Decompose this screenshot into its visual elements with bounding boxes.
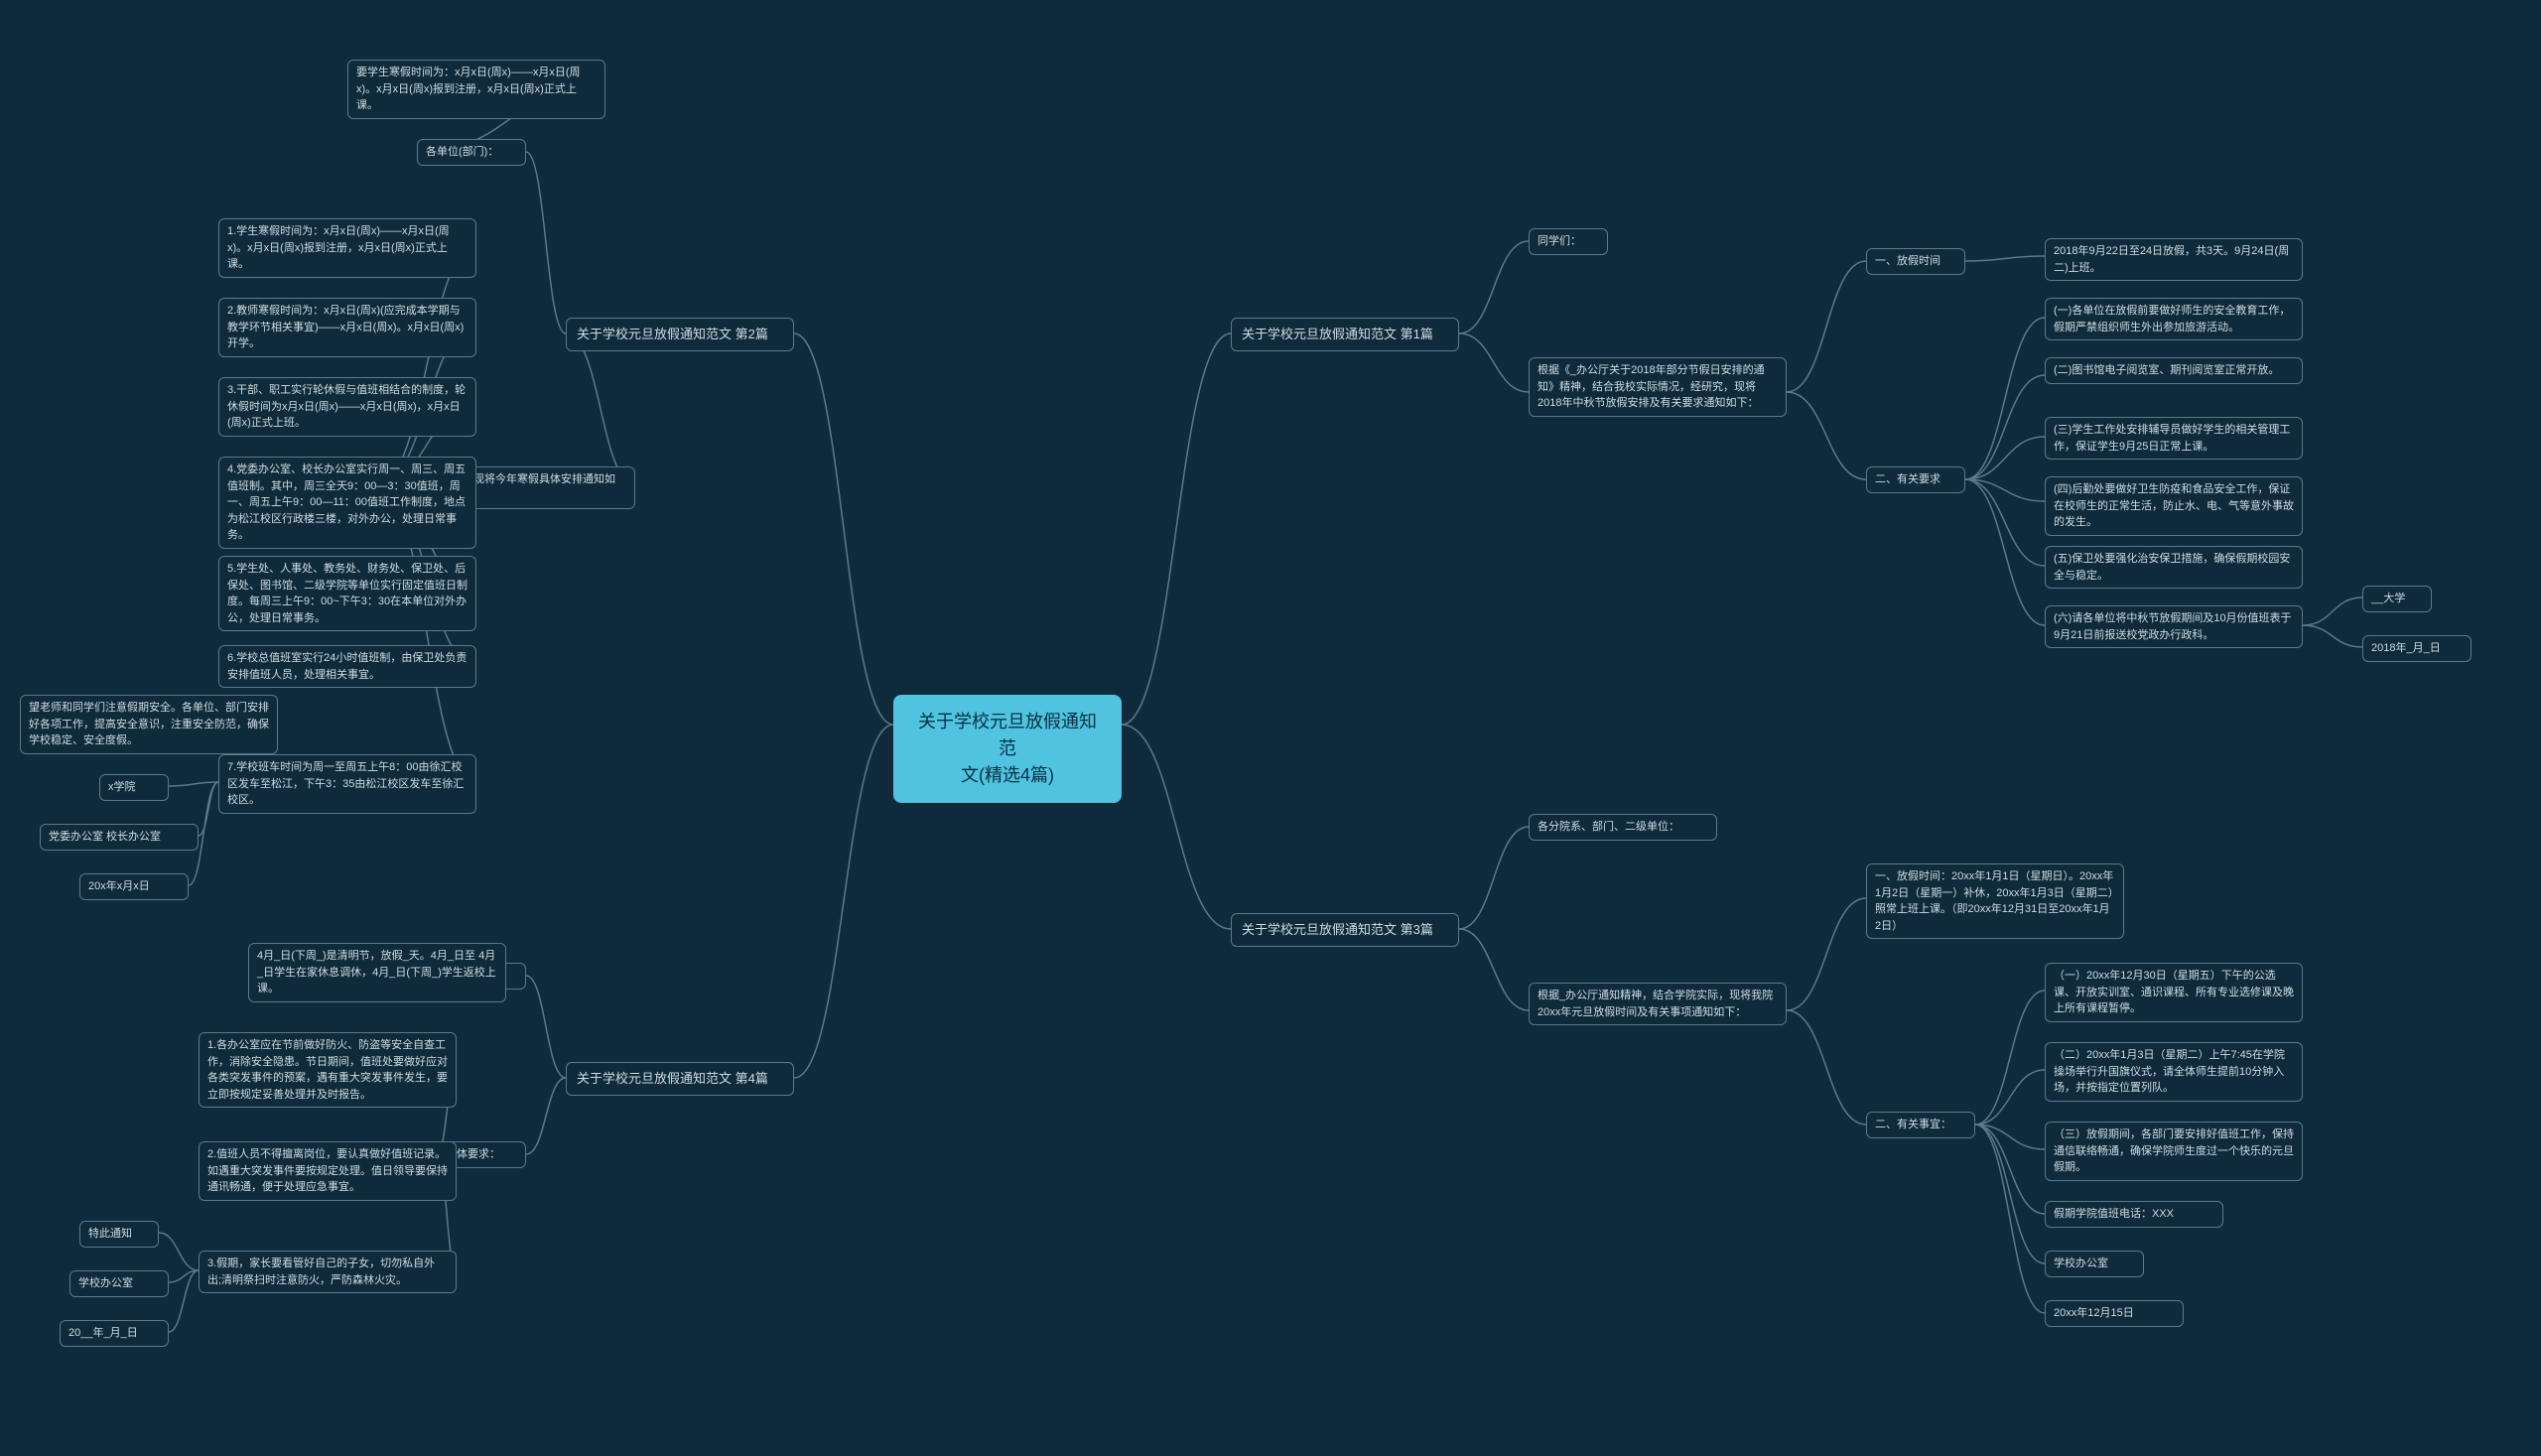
mindmap-node: 学校办公室 bbox=[2045, 1251, 2144, 1277]
mindmap-node: 党委办公室 校长办公室 bbox=[40, 824, 199, 851]
mindmap-node: 20__年_月_日 bbox=[60, 1320, 169, 1347]
mindmap-node: 二、有关要求 bbox=[1866, 466, 1965, 493]
mindmap-node: x学院 bbox=[99, 774, 169, 801]
mindmap-node: 学校办公室 bbox=[69, 1270, 169, 1297]
mindmap-node: 3.干部、职工实行轮休假与值班相结合的制度，轮休假时间为x月x日(周x)——x月… bbox=[218, 377, 476, 437]
mindmap-node: 二、有关事宜： bbox=[1866, 1112, 1975, 1138]
mindmap-node: 关于学校元旦放假通知范文 第4篇 bbox=[566, 1062, 794, 1096]
mindmap-node: 关于学校元旦放假通知范文 第1篇 bbox=[1231, 318, 1459, 351]
mindmap-node: 同学们： bbox=[1529, 228, 1608, 255]
mindmap-node: (二)图书馆电子阅览室、期刊阅览室正常开放。 bbox=[2045, 357, 2303, 384]
mindmap-node: 2.值班人员不得擅离岗位，要认真做好值班记录。如遇重大突发事件要按规定处理。值日… bbox=[199, 1141, 457, 1201]
mindmap-node: 5.学生处、人事处、教务处、财务处、保卫处、后保处、图书馆、二级学院等单位实行固… bbox=[218, 556, 476, 631]
mindmap-node: 望老师和同学们注意假期安全。各单位、部门安排好各项工作，提高安全意识，注重安全防… bbox=[20, 695, 278, 754]
mindmap-node: 3.假期，家长要看管好自己的子女，切勿私自外出;清明祭扫时注意防火，严防森林火灾… bbox=[199, 1251, 457, 1293]
mindmap-root: 关于学校元旦放假通知范文(精选4篇) bbox=[893, 695, 1122, 803]
mindmap-node: 各分院系、部门、二级单位： bbox=[1529, 814, 1717, 841]
mindmap-node: 7.学校班车时间为周一至周五上午8：00由徐汇校区发车至松江，下午3：35由松江… bbox=[218, 754, 476, 814]
mindmap-node: 2.教师寒假时间为：x月x日(周x)(应完成本学期与教学环节相关事宜)——x月x… bbox=[218, 298, 476, 357]
mindmap-node: (三)学生工作处安排辅导员做好学生的相关管理工作，保证学生9月25日正常上课。 bbox=[2045, 417, 2303, 460]
mindmap-node: (五)保卫处要强化治安保卫措施，确保假期校园安全与稳定。 bbox=[2045, 546, 2303, 589]
mindmap-node: 各单位(部门)： bbox=[417, 139, 526, 166]
mindmap-node: 4.党委办公室、校长办公室实行周一、周三、周五值班制。其中，周三全天9：00—3… bbox=[218, 457, 476, 549]
mindmap-node: 关于学校元旦放假通知范文 第3篇 bbox=[1231, 913, 1459, 947]
mindmap-node: （一）20xx年12月30日（星期五）下午的公选课、开放实训室、通识课程、所有专… bbox=[2045, 963, 2303, 1022]
mindmap-node: (四)后勤处要做好卫生防疫和食品安全工作，保证在校师生的正常生活，防止水、电、气… bbox=[2045, 476, 2303, 536]
mindmap-node: 2018年_月_日 bbox=[2362, 635, 2472, 662]
mindmap-node: 假期学院值班电话：XXX bbox=[2045, 1201, 2223, 1228]
mindmap-node: 6.学校总值班室实行24小时值班制，由保卫处负责安排值班人员，处理相关事宜。 bbox=[218, 645, 476, 688]
mindmap-node: 一、放假时间 bbox=[1866, 248, 1965, 275]
mindmap-node: (六)请各单位将中秋节放假期间及10月份值班表于9月21日前报送校党政办行政科。 bbox=[2045, 605, 2303, 648]
mindmap-node: 1.学生寒假时间为：x月x日(周x)——x月x日(周x)。x月x日(周x)报到注… bbox=[218, 218, 476, 278]
mindmap-node: 要学生寒假时间为：x月x日(周x)——x月x日(周x)。x月x日(周x)报到注册… bbox=[347, 60, 605, 119]
mindmap-node: （二）20xx年1月3日（星期二）上午7:45在学院操场举行升国旗仪式，请全体师… bbox=[2045, 1042, 2303, 1102]
mindmap-node: 4月_日(下周_)是清明节，放假_天。4月_日至 4月_日学生在家休息调休，4月… bbox=[248, 943, 506, 1002]
mindmap-node: 根据《_办公厅关于2018年部分节假日安排的通知》精神，结合我校实际情况，经研究… bbox=[1529, 357, 1787, 417]
mindmap-node: 关于学校元旦放假通知范文 第2篇 bbox=[566, 318, 794, 351]
mindmap-node: （三）放假期间，各部门要安排好值班工作，保持通信联络畅通，确保学院师生度过一个快… bbox=[2045, 1122, 2303, 1181]
mindmap-node: 根据_办公厅通知精神，结合学院实际，现将我院20xx年元旦放假时间及有关事项通知… bbox=[1529, 983, 1787, 1025]
mindmap-node: 20xx年12月15日 bbox=[2045, 1300, 2184, 1327]
mindmap-node: (一)各单位在放假前要做好师生的安全教育工作，假期严禁组织师生外出参加旅游活动。 bbox=[2045, 298, 2303, 340]
mindmap-node: __大学 bbox=[2362, 586, 2432, 612]
mindmap-node: 特此通知 bbox=[79, 1221, 159, 1248]
mindmap-node: 一、放假时间：20xx年1月1日（星期日）。20xx年1月2日（星期一）补休，2… bbox=[1866, 863, 2124, 939]
mindmap-node: 2018年9月22日至24日放假，共3天。9月24日(周二)上班。 bbox=[2045, 238, 2303, 281]
mindmap-node: 1.各办公室应在节前做好防火、防盗等安全自查工作，消除安全隐患。节日期间，值班处… bbox=[199, 1032, 457, 1108]
mindmap-node: 20x年x月x日 bbox=[79, 873, 189, 900]
